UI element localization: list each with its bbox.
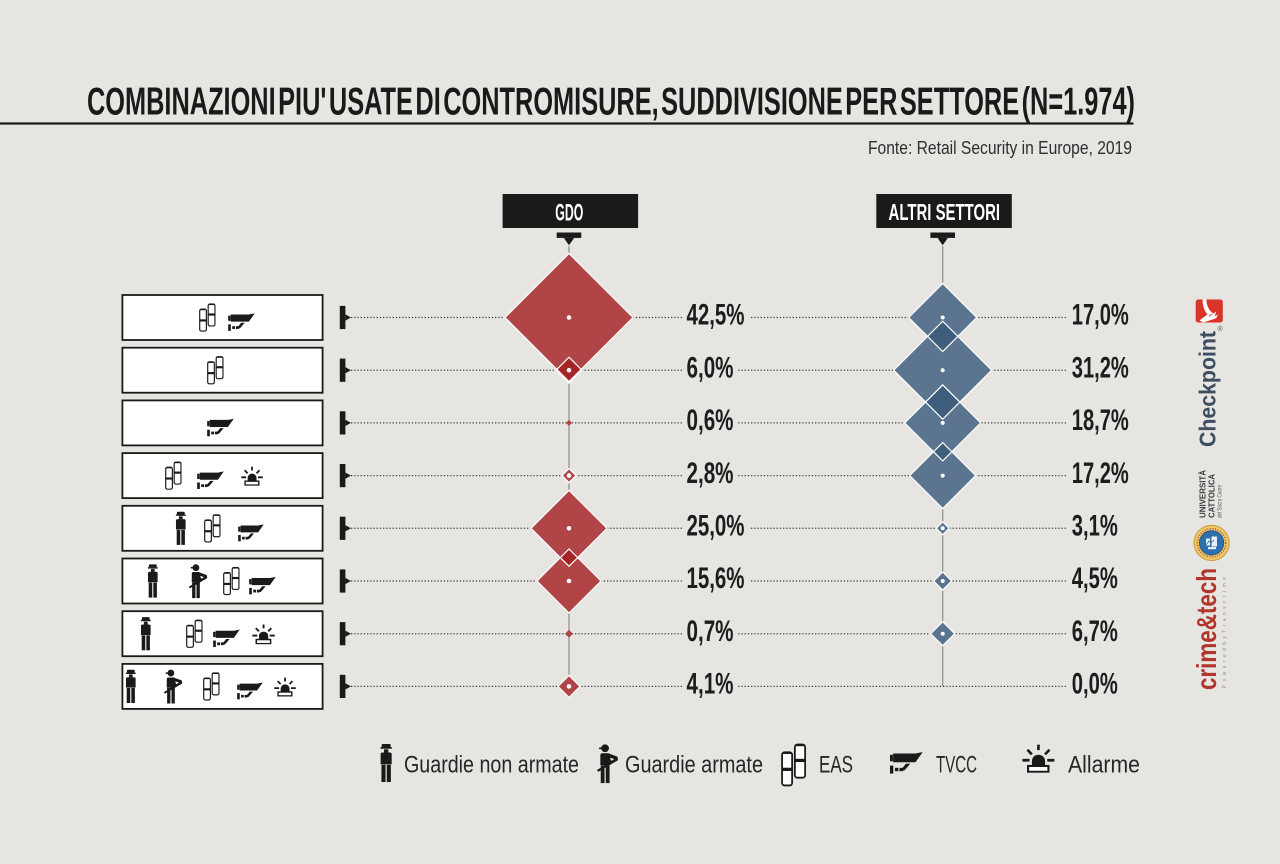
svg-text:6,0%: 6,0% [687,351,734,384]
svg-text:3,1%: 3,1% [1072,510,1118,543]
svg-text:4,1%: 4,1% [687,668,734,701]
svg-text:25,0%: 25,0% [687,510,745,543]
svg-text:31,2%: 31,2% [1072,351,1129,384]
svg-text:UNIVERSITÀ: UNIVERSITÀ [1198,470,1208,518]
svg-text:CATTOLICA: CATTOLICA [1207,474,1217,518]
svg-text:15,6%: 15,6% [687,562,745,595]
svg-text:®: ® [1218,325,1224,333]
svg-text:0,7%: 0,7% [687,615,734,648]
svg-text:0,6%: 0,6% [687,404,734,437]
svg-text:17,0%: 17,0% [1072,299,1129,332]
svg-text:EAS: EAS [819,752,853,779]
svg-text:P o w e r e d b y T r a n: P o w e r e d b y T r a n s c r i m e [1222,576,1228,688]
svg-text:crime&tech: crime&tech [1191,568,1222,690]
svg-text:6,7%: 6,7% [1072,615,1118,648]
svg-text:Allarme: Allarme [1068,752,1140,779]
svg-text:ALTRI SETTORI: ALTRI SETTORI [889,199,1001,225]
svg-text:18,7%: 18,7% [1072,404,1129,437]
svg-text:Guardie non armate: Guardie non armate [404,752,579,779]
svg-text:TVCC: TVCC [936,752,977,779]
svg-text:4,5%: 4,5% [1072,562,1118,595]
svg-text:COMBINAZIONI PIU' USATE DI CON: COMBINAZIONI PIU' USATE DI CONTROMISURE,… [87,81,1135,124]
svg-text:GDO: GDO [555,200,583,227]
svg-text:2,8%: 2,8% [687,457,734,490]
svg-text:17,2%: 17,2% [1072,457,1129,490]
svg-text:Checkpoint: Checkpoint [1195,331,1221,447]
svg-text:Fonte: Retail Security in Euro: Fonte: Retail Security in Europe, 2019 [868,138,1132,158]
svg-text:42,5%: 42,5% [687,299,745,332]
svg-text:0,0%: 0,0% [1072,668,1118,701]
svg-text:del Sacro Cuore: del Sacro Cuore [1218,484,1224,518]
svg-text:Guardie armate: Guardie armate [625,752,763,779]
